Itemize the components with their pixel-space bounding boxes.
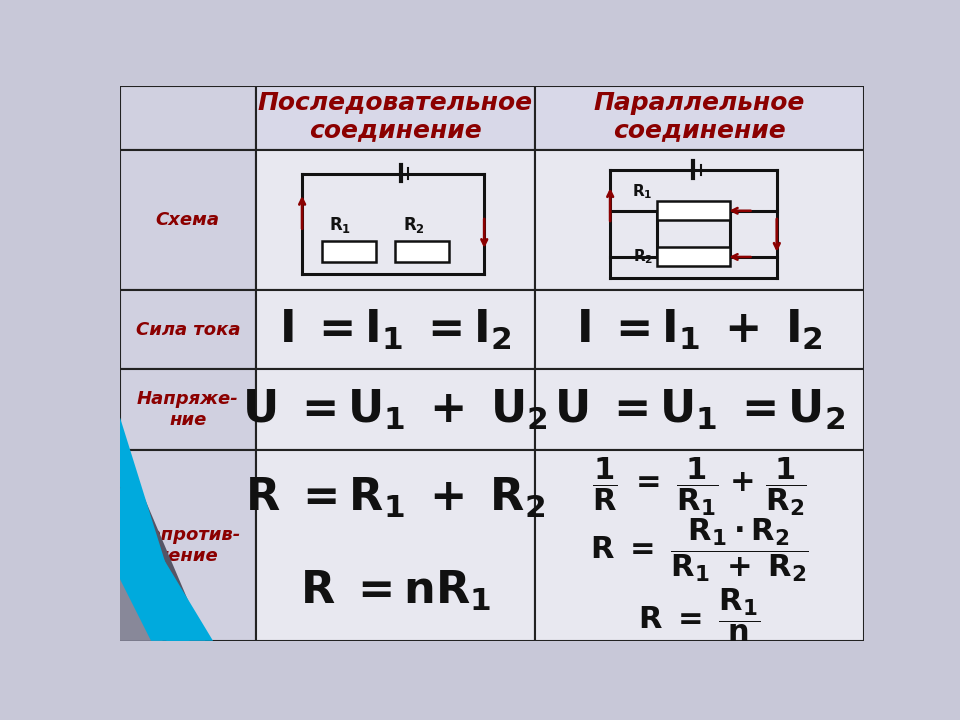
Text: Последовательное
соединение: Последовательное соединение — [257, 91, 533, 143]
Text: Сопротив-
ление: Сопротив- ление — [135, 526, 240, 564]
Bar — [255, 150, 535, 290]
Bar — [322, 240, 375, 262]
Bar — [535, 450, 864, 641]
Text: $\mathbf{R\ =nR_1}$: $\mathbf{R\ =nR_1}$ — [300, 569, 491, 613]
Bar — [120, 150, 255, 290]
Bar — [657, 247, 731, 266]
Bar — [255, 369, 535, 450]
Polygon shape — [120, 541, 162, 641]
Text: $\dfrac{\mathbf{1}}{\mathbf{R}}\ \mathbf{=}\ \dfrac{\mathbf{1}}{\mathbf{R_1}}\ \: $\dfrac{\mathbf{1}}{\mathbf{R}}\ \mathbf… — [592, 456, 806, 518]
Bar — [535, 86, 864, 150]
Bar — [535, 290, 864, 369]
Text: $\mathbf{R\ =R_1\ +\ R_2}$: $\mathbf{R\ =R_1\ +\ R_2}$ — [245, 476, 545, 521]
Text: $\mathbf{R\ =}\ \dfrac{\mathbf{R_1 \cdot R_2}}{\mathbf{R_1\ +\ R_2}}$: $\mathbf{R\ =}\ \dfrac{\mathbf{R_1 \cdot… — [589, 516, 808, 584]
Text: $\mathbf{R_2}$: $\mathbf{R_2}$ — [633, 248, 653, 266]
Bar — [120, 290, 255, 369]
Bar — [535, 150, 864, 290]
Text: Напряже-
ние: Напряже- ние — [137, 390, 239, 429]
Text: Схема: Схема — [156, 211, 220, 229]
Bar — [255, 290, 535, 369]
Polygon shape — [120, 441, 205, 641]
Bar — [535, 369, 864, 450]
Text: $\mathbf{U\ =U_1\ +\ U_2}$: $\mathbf{U\ =U_1\ +\ U_2}$ — [242, 387, 548, 431]
Text: $\mathbf{I\ =I_1\ +\ I_2}$: $\mathbf{I\ =I_1\ +\ I_2}$ — [576, 307, 823, 352]
Bar — [120, 369, 255, 450]
Text: $\mathbf{U\ =U_1\ =U_2}$: $\mathbf{U\ =U_1\ =U_2}$ — [554, 387, 845, 431]
Polygon shape — [120, 418, 190, 641]
Bar — [657, 201, 731, 220]
Text: Сила тока: Сила тока — [135, 320, 240, 338]
Text: $\mathbf{R_1}$: $\mathbf{R_1}$ — [329, 215, 351, 235]
Text: Параллельное
соединение: Параллельное соединение — [593, 91, 805, 143]
Bar — [255, 86, 535, 150]
Bar — [396, 240, 449, 262]
Bar — [120, 450, 255, 641]
Polygon shape — [120, 487, 213, 641]
Bar — [255, 450, 535, 641]
Text: $\mathbf{I\ =I_1\ =I_2}$: $\mathbf{I\ =I_1\ =I_2}$ — [278, 307, 512, 352]
Text: $\mathbf{R\ =}\ \dfrac{\mathbf{R_1}}{\mathbf{n}}$: $\mathbf{R\ =}\ \dfrac{\mathbf{R_1}}{\ma… — [638, 587, 760, 644]
Text: $\mathbf{R_1}$: $\mathbf{R_1}$ — [633, 182, 653, 201]
Bar — [120, 86, 255, 150]
Text: $\mathbf{R_2}$: $\mathbf{R_2}$ — [403, 215, 425, 235]
